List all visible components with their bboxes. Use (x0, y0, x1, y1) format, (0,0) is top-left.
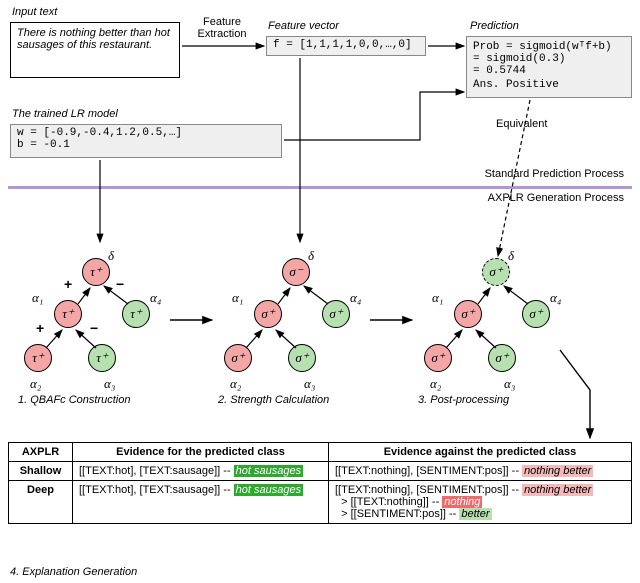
t3-a4: α₄ (550, 290, 561, 306)
sep-top-label: Standard Prediction Process (485, 168, 624, 180)
t3-right: σ⁺ (522, 300, 550, 328)
t2-right: σ⁺ (322, 300, 350, 328)
t3-bl: σ⁺ (424, 344, 452, 372)
separator-line (8, 186, 632, 189)
lr-model-box: w = [-0.9,-0.4,1.2,0.5,…] b = -0.1 (10, 124, 282, 158)
table-row: Deep [[TEXT:hot], [TEXT:sausage]] -- hot… (9, 481, 632, 524)
r1aa: [[TEXT:nothing], [SENTIMENT:pos]] -- (335, 465, 522, 477)
r2aa: [[TEXT:nothing], [SENTIMENT:pos]] -- (335, 484, 522, 496)
cell-shallow-for: [[TEXT:hot], [TEXT:sausage]] -- hot saus… (73, 462, 329, 481)
t1-a2: α₂ (30, 376, 41, 392)
t1-a1: α₁ (32, 290, 43, 306)
r1fa: [[TEXT:hot], [TEXT:sausage]] -- (79, 465, 234, 477)
row-shallow: Shallow (9, 462, 73, 481)
prediction-label: Prediction (470, 20, 519, 32)
t1-root: τ⁺ (82, 258, 110, 286)
prediction-line2: = sigmoid(0.3) (473, 53, 625, 65)
th-axplr: AXPLR (9, 443, 73, 462)
cell-shallow-against: [[TEXT:nothing], [SENTIMENT:pos]] -- not… (329, 462, 632, 481)
t2-br: σ⁺ (288, 344, 316, 372)
t1-br: τ⁺ (88, 344, 116, 372)
t1-caption: 1. QBAFc Construction (18, 394, 131, 406)
t3-br: σ⁺ (488, 344, 516, 372)
feature-vector-box: f = [1,1,1,1,0,0,…,0] (266, 36, 426, 56)
r1fb: hot sausages (234, 465, 303, 477)
t3-caption: 3. Post-processing (418, 394, 509, 406)
feature-vector-content: f = [1,1,1,1,0,0,…,0] (273, 39, 412, 51)
t2-caption: 2. Strength Calculation (218, 394, 329, 406)
lr-model-label: The trained LR model (12, 108, 118, 120)
t1-plus2: + (36, 320, 44, 336)
sep-bot-label: AXPLR Generation Process (488, 192, 624, 204)
t2-a1: α₁ (232, 290, 243, 306)
t1-a3: α₃ (104, 376, 115, 392)
prediction-line3: = 0.5744 (473, 65, 625, 77)
table-caption: 4. Explanation Generation (10, 566, 137, 578)
t2-a2: α₂ (230, 376, 241, 392)
t1-delta: δ (108, 248, 114, 264)
t1-plus1: + (64, 276, 72, 292)
prediction-line4: Ans. Positive (473, 79, 625, 91)
r2ab: nothing better (522, 484, 593, 496)
t3-mid: σ⁺ (454, 300, 482, 328)
input-text-box: There is nothing better than hot sausage… (10, 22, 180, 78)
lr-b: b = -0.1 (17, 139, 275, 151)
feature-extraction-label: Feature Extraction (192, 16, 252, 40)
cell-deep-for: [[TEXT:hot], [TEXT:sausage]] -- hot saus… (73, 481, 329, 524)
th-against: Evidence against the predicted class (329, 443, 632, 462)
t1-minus2: − (90, 320, 98, 336)
th-for: Evidence for the predicted class (73, 443, 329, 462)
t3-a2: α₂ (430, 376, 441, 392)
table-row: Shallow [[TEXT:hot], [TEXT:sausage]] -- … (9, 462, 632, 481)
t1-a4: α₄ (150, 290, 161, 306)
t3-root: σ⁺ (482, 258, 510, 286)
t3-delta: δ (508, 248, 514, 264)
t3-a3: α₃ (504, 376, 515, 392)
r1ab: nothing better (522, 465, 593, 477)
r2ac: > [[TEXT:nothing]] -- (335, 496, 442, 508)
feature-vector-label: Feature vector (268, 20, 339, 32)
cell-deep-against: [[TEXT:nothing], [SENTIMENT:pos]] -- not… (329, 481, 632, 524)
t2-a4: α₄ (350, 290, 361, 306)
t2-delta: δ (308, 248, 314, 264)
t3-a1: α₁ (432, 290, 443, 306)
r2fb: hot sausages (234, 484, 303, 496)
prediction-line1: Prob = sigmoid(wᵀf+b) (473, 41, 625, 53)
equivalent-label: Equivalent (496, 118, 547, 130)
t1-minus1: − (116, 276, 124, 292)
input-text-label: Input text (12, 6, 57, 18)
r2ae: > [[SENTIMENT:pos]] -- (335, 508, 459, 520)
t1-bl: τ⁺ (24, 344, 52, 372)
t2-bl: σ⁺ (224, 344, 252, 372)
axplr-table: AXPLR Evidence for the predicted class E… (8, 442, 632, 524)
r2ad: nothing (442, 496, 482, 508)
r2af: better (459, 508, 491, 520)
t1-right: τ⁺ (122, 300, 150, 328)
lr-w: w = [-0.9,-0.4,1.2,0.5,…] (17, 127, 275, 139)
prediction-box: Prob = sigmoid(wᵀf+b) = sigmoid(0.3) = 0… (466, 36, 632, 98)
row-deep: Deep (9, 481, 73, 524)
input-text-content: There is nothing better than hot sausage… (17, 27, 170, 51)
t2-a3: α₃ (304, 376, 315, 392)
r2fa: [[TEXT:hot], [TEXT:sausage]] -- (79, 484, 234, 496)
t2-root: σ⁻ (282, 258, 310, 286)
t2-mid: σ⁺ (254, 300, 282, 328)
t1-mid: τ⁺ (54, 300, 82, 328)
